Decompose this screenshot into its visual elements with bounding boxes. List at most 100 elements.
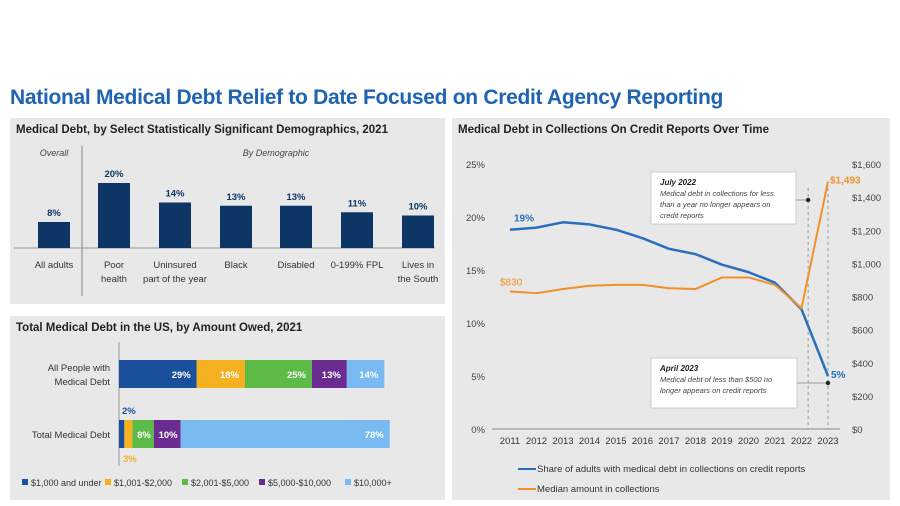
right-tick-label: $1,400 [852, 193, 881, 204]
category-label: Poor [104, 260, 124, 271]
bar-segment [119, 420, 125, 448]
segment-label: 10% [159, 430, 179, 441]
chart-title: Medical Debt, by Select Statistically Si… [16, 124, 389, 136]
row-label: Total Medical Debt [32, 430, 111, 441]
amount-owed-stacked-chart: Total Medical Debt in the US, by Amount … [16, 322, 392, 488]
legend-label: $5,000-$10,000 [268, 478, 331, 488]
annotation-text: Medical debt in collections for less [660, 189, 774, 198]
right-tick-label: $400 [852, 359, 873, 370]
annotation-text: longer appears on credit reports [660, 386, 767, 395]
legend-swatch [345, 479, 351, 485]
page-title: National Medical Debt Relief to Date Foc… [10, 86, 724, 109]
x-tick-label: 2023 [817, 436, 838, 447]
x-tick-label: 2013 [552, 436, 573, 447]
bar [159, 202, 191, 248]
bar [220, 205, 252, 248]
legend-label: $10,000+ [354, 478, 392, 488]
segment-label: 2% [122, 406, 136, 417]
legend-swatch [105, 479, 111, 485]
value-label: 14% [165, 189, 185, 200]
legend-label: Share of adults with medical debt in col… [537, 464, 805, 475]
row-label: All People with [48, 363, 110, 374]
bar [98, 183, 130, 248]
legend-label: $1,000 and under [31, 478, 102, 488]
right-tick-label: $1,000 [852, 259, 881, 270]
segment-label: 78% [365, 430, 385, 441]
annotation-marker [805, 197, 811, 203]
bar-segment [311, 360, 347, 388]
segment-label: 8% [137, 430, 151, 441]
right-tick-label: $800 [852, 293, 873, 304]
demographics-panel: Medical Debt, by Select Statistically Si… [10, 118, 445, 304]
right-tick-label: $1,600 [852, 160, 881, 171]
legend-swatch [22, 479, 28, 485]
category-label: Lives in [402, 260, 434, 271]
segment-label: 13% [322, 370, 342, 381]
annotation-text: credit reports [660, 211, 704, 220]
x-tick-label: 2012 [526, 436, 547, 447]
collections-line-chart: Medical Debt in Collections On Credit Re… [458, 124, 881, 495]
legend-swatch [182, 479, 188, 485]
chart-title: Total Medical Debt in the US, by Amount … [16, 322, 303, 334]
right-tick-label: $0 [852, 425, 863, 436]
end-label: $1,493 [830, 176, 861, 187]
value-label: 8% [47, 208, 61, 219]
legend-label: $2,001-$5,000 [191, 478, 249, 488]
amount-owed-panel: Total Medical Debt in the US, by Amount … [10, 316, 445, 500]
overall-label: Overall [40, 148, 70, 158]
bar-segment [124, 420, 133, 448]
x-tick-label: 2018 [685, 436, 706, 447]
category-label: Disabled [278, 260, 315, 271]
left-tick-label: 25% [466, 160, 486, 171]
category-label: part of the year [143, 274, 207, 285]
legend-label: Median amount in collections [537, 484, 660, 495]
x-tick-label: 2019 [711, 436, 732, 447]
x-tick-label: 2017 [658, 436, 679, 447]
left-tick-label: 5% [471, 372, 485, 383]
bar-segment [244, 360, 312, 388]
x-tick-label: 2021 [764, 436, 785, 447]
left-tick-label: 0% [471, 425, 485, 436]
annotation-title: April 2023 [659, 364, 699, 373]
category-label: the South [398, 274, 439, 285]
bar [341, 212, 373, 248]
median-amount-line [509, 181, 829, 310]
value-label: 20% [104, 169, 124, 180]
x-tick-label: 2016 [632, 436, 653, 447]
legend-swatch [259, 479, 265, 485]
value-label: 11% [348, 198, 367, 209]
value-label: 13% [286, 192, 306, 203]
bar-segment [119, 360, 197, 388]
start-label: 19% [514, 214, 534, 225]
left-tick-label: 10% [466, 319, 486, 330]
annotation-box [650, 357, 798, 409]
value-label: 13% [226, 192, 246, 203]
category-label: All adults [35, 260, 74, 271]
x-tick-label: 2011 [500, 436, 520, 447]
x-tick-label: 2020 [738, 436, 759, 447]
annotation-marker [825, 380, 831, 386]
annotation-text: Medical debt of less than $500 no [660, 375, 772, 384]
row-label: Medical Debt [55, 377, 111, 388]
left-tick-label: 15% [466, 266, 486, 277]
bar [402, 215, 434, 248]
bar-segment [346, 360, 385, 388]
category-label: Uninsured [153, 260, 196, 271]
demographics-bar-chart: Medical Debt, by Select Statistically Si… [14, 124, 439, 296]
segment-label: 29% [172, 370, 192, 381]
annotation-title: July 2022 [660, 178, 697, 187]
bar-segment [196, 360, 245, 388]
annotation-box [650, 171, 797, 225]
x-tick-label: 2022 [791, 436, 812, 447]
right-tick-label: $200 [852, 392, 873, 403]
legend-label: $1,001-$2,000 [114, 478, 172, 488]
segment-label: 25% [287, 370, 307, 381]
category-label: 0-199% FPL [331, 260, 384, 271]
category-label: health [101, 274, 127, 285]
share-line [509, 221, 830, 377]
segment-label: 18% [220, 370, 240, 381]
bar [38, 222, 70, 248]
collections-panel: Medical Debt in Collections On Credit Re… [452, 118, 890, 500]
bar-segment [132, 420, 154, 448]
